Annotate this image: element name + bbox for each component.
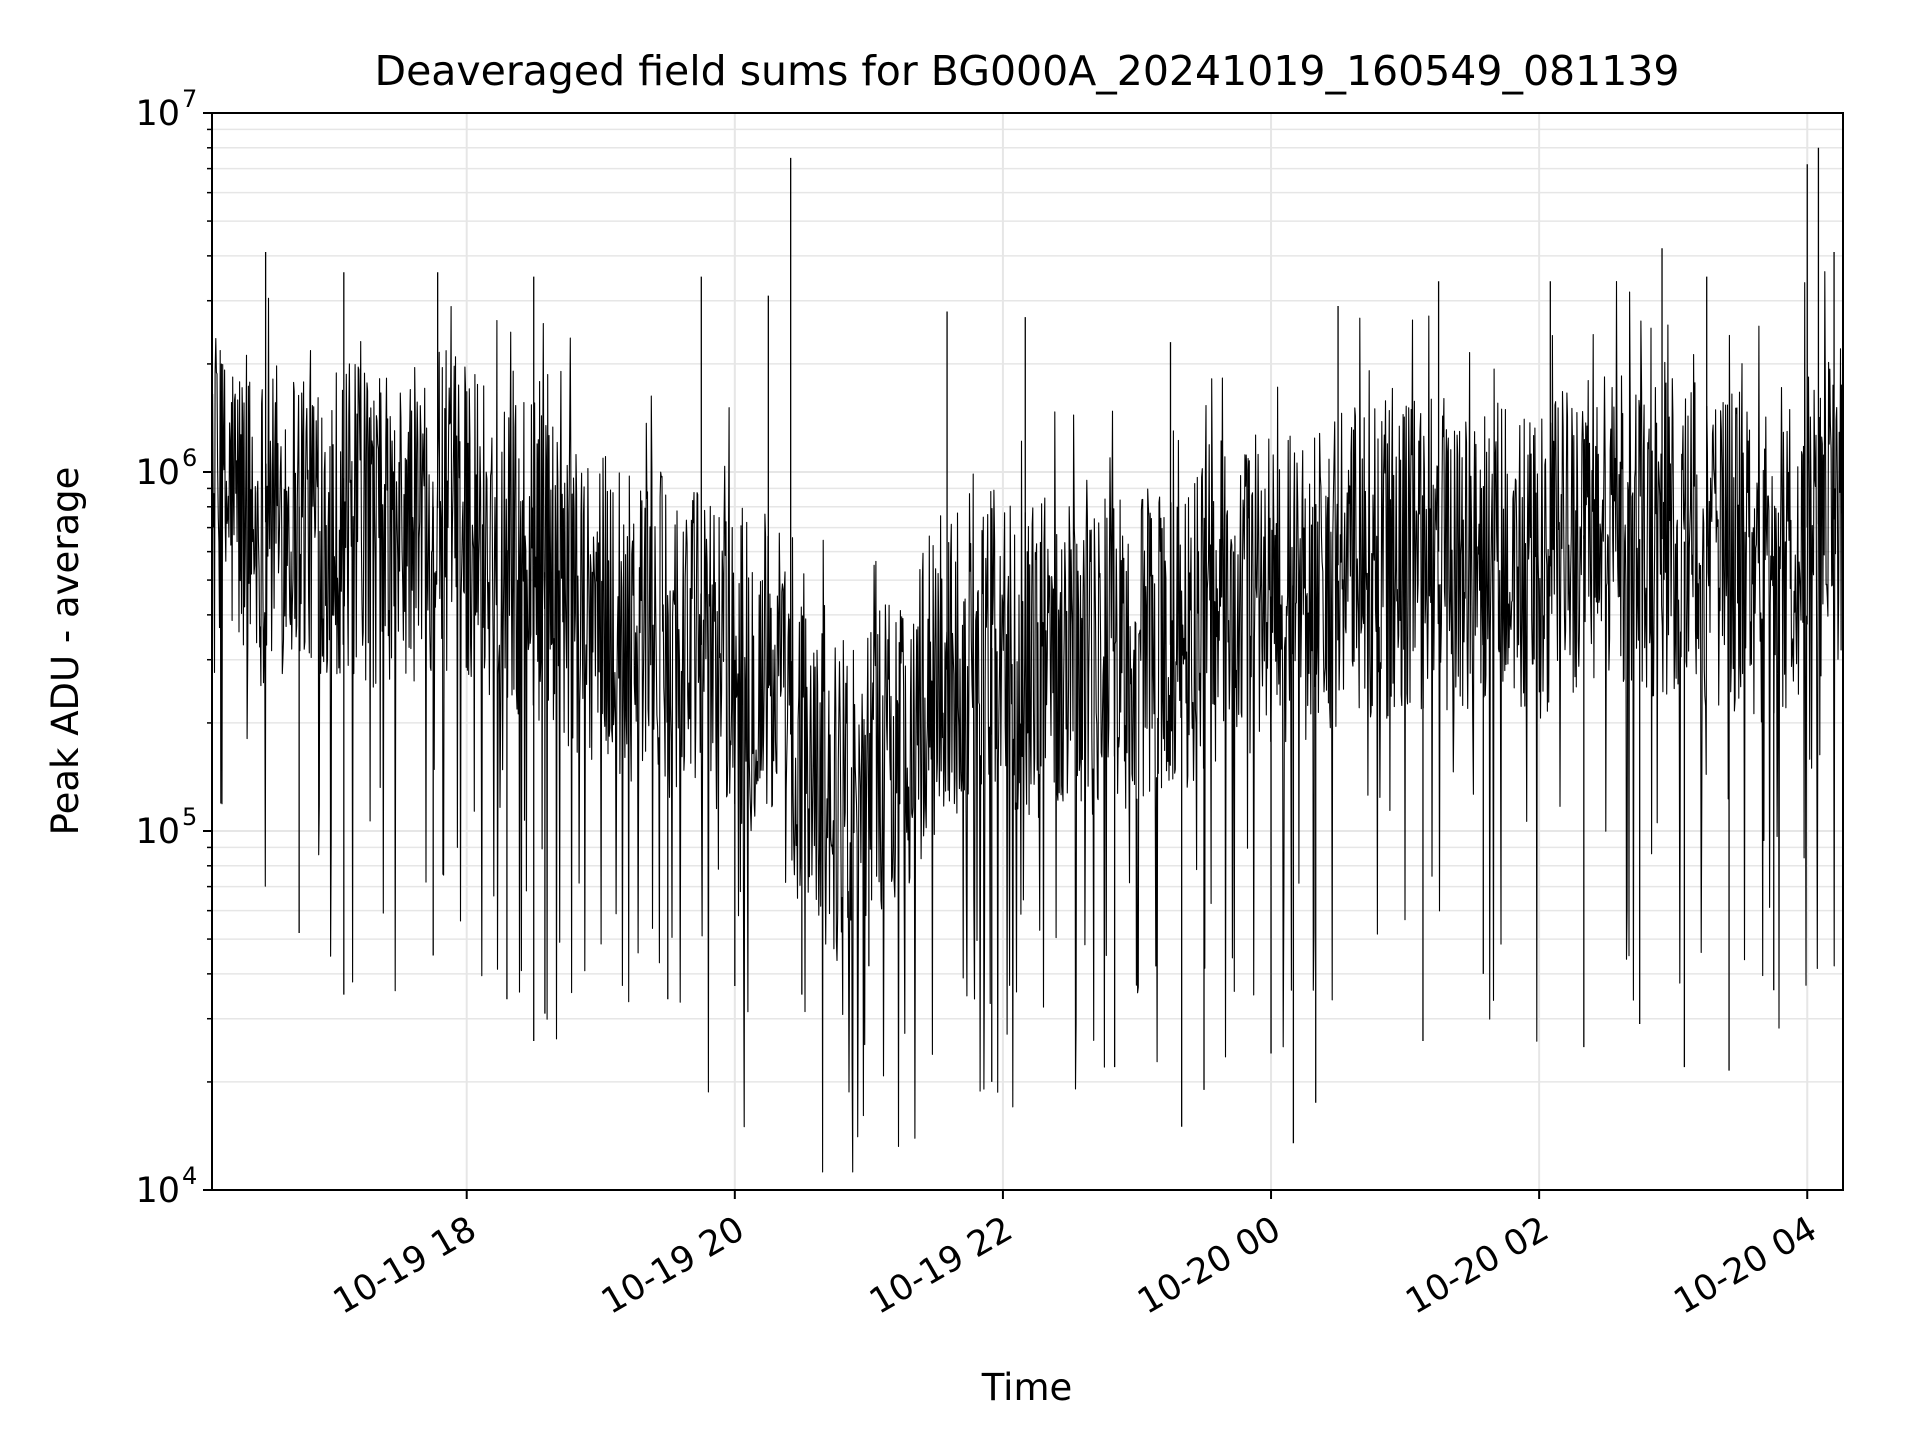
y-tick-label: 10 5 (135, 803, 197, 852)
y-tick-label-base: 10 (135, 812, 180, 852)
y-axis-label: Peak ADU - average (44, 467, 87, 836)
y-tick-label-base: 10 (135, 94, 180, 134)
y-tick-label-exponent: 5 (182, 803, 197, 831)
y-tick-label-exponent: 4 (182, 1162, 197, 1190)
series-signal (211, 147, 1844, 1173)
y-tick-label: 10 7 (135, 85, 197, 134)
y-tick-label: 10 4 (135, 1162, 197, 1211)
plot-frame (211, 112, 1844, 1191)
y-tick-label-base: 10 (135, 453, 180, 493)
y-tick-label: 10 6 (135, 444, 197, 493)
y-tick-label-base: 10 (135, 1171, 180, 1211)
y-tick-label-exponent: 6 (182, 444, 197, 472)
series-line (211, 271, 1844, 1173)
y-tick-label-exponent: 7 (182, 85, 197, 113)
chart-title: Deaveraged field sums for BG000A_2024101… (375, 47, 1680, 95)
x-axis-label: Time (981, 1366, 1073, 1409)
